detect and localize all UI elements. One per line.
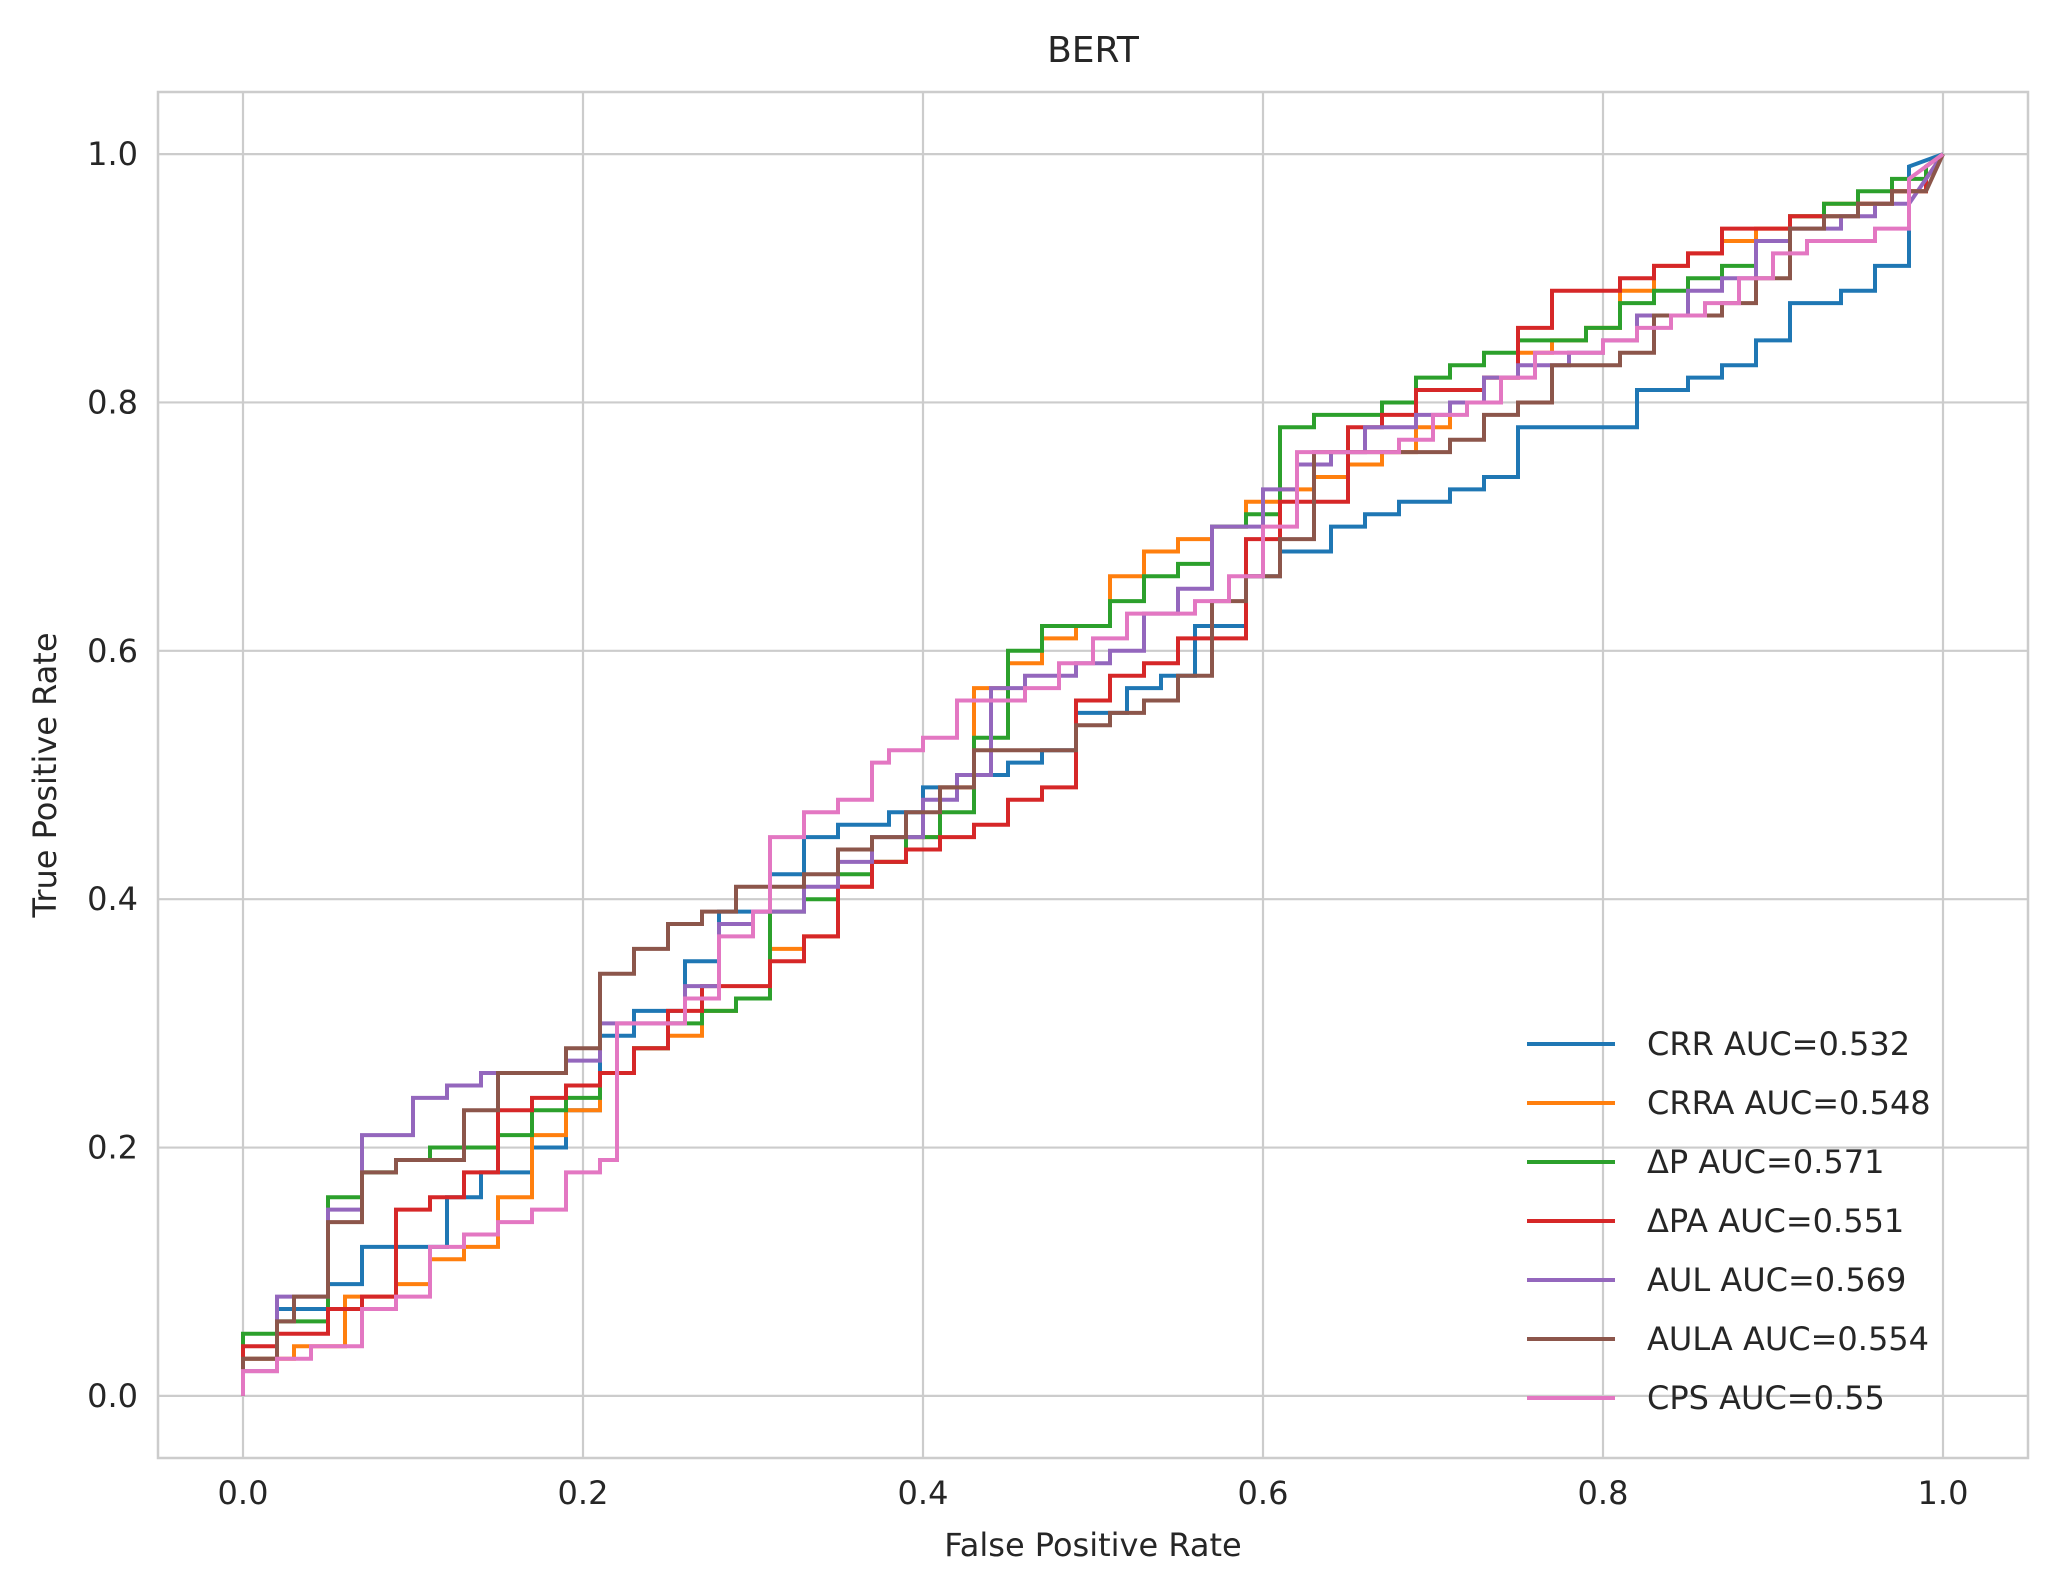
x-tick-label: 0.2 bbox=[558, 1474, 609, 1512]
x-tick-label: 0.6 bbox=[1238, 1474, 1289, 1512]
x-tick-label: 0.0 bbox=[218, 1474, 269, 1512]
y-tick-label: 0.6 bbox=[87, 632, 138, 670]
y-tick-labels: 0.0 0.2 0.4 0.6 0.8 1.0 bbox=[87, 135, 138, 1415]
legend-label-3: ΔPA AUC=0.551 bbox=[1647, 1202, 1904, 1240]
plot-frame bbox=[156, 90, 2030, 1460]
x-tick-label: 1.0 bbox=[1918, 1474, 1969, 1512]
legend: CRR AUC=0.532 CRRA AUC=0.548 ΔP AUC=0.571 Δ… bbox=[1527, 1025, 1931, 1417]
legend-label-4: AUL AUC=0.569 bbox=[1647, 1261, 1906, 1299]
y-tick-label: 0.8 bbox=[87, 383, 138, 421]
x-axis-label: False Positive Rate bbox=[944, 1526, 1241, 1564]
chart-title: BERT bbox=[1047, 30, 1140, 71]
legend-label-1: CRRA AUC=0.548 bbox=[1647, 1084, 1931, 1122]
series-layer bbox=[241, 152, 1945, 1396]
y-tick-label: 0.0 bbox=[87, 1377, 138, 1415]
legend-label-5: AULA AUC=0.554 bbox=[1647, 1320, 1929, 1358]
y-tick-label: 0.2 bbox=[87, 1129, 138, 1167]
y-tick-label: 1.0 bbox=[87, 135, 138, 173]
series-line-3 bbox=[241, 152, 1945, 1396]
series-line-5 bbox=[241, 153, 1945, 1396]
x-tick-label: 0.4 bbox=[898, 1474, 949, 1512]
legend-label-0: CRR AUC=0.532 bbox=[1647, 1025, 1910, 1063]
legend-label-6: CPS AUC=0.55 bbox=[1647, 1379, 1885, 1417]
x-tick-label: 0.8 bbox=[1578, 1474, 1629, 1512]
y-tick-label: 0.4 bbox=[87, 880, 138, 918]
x-tick-labels: 0.0 0.2 0.4 0.6 0.8 1.0 bbox=[218, 1474, 1969, 1512]
y-axis-label: True Positive Rate bbox=[26, 632, 64, 918]
series-line-6 bbox=[241, 152, 1945, 1396]
legend-label-2: ΔP AUC=0.571 bbox=[1647, 1143, 1884, 1181]
